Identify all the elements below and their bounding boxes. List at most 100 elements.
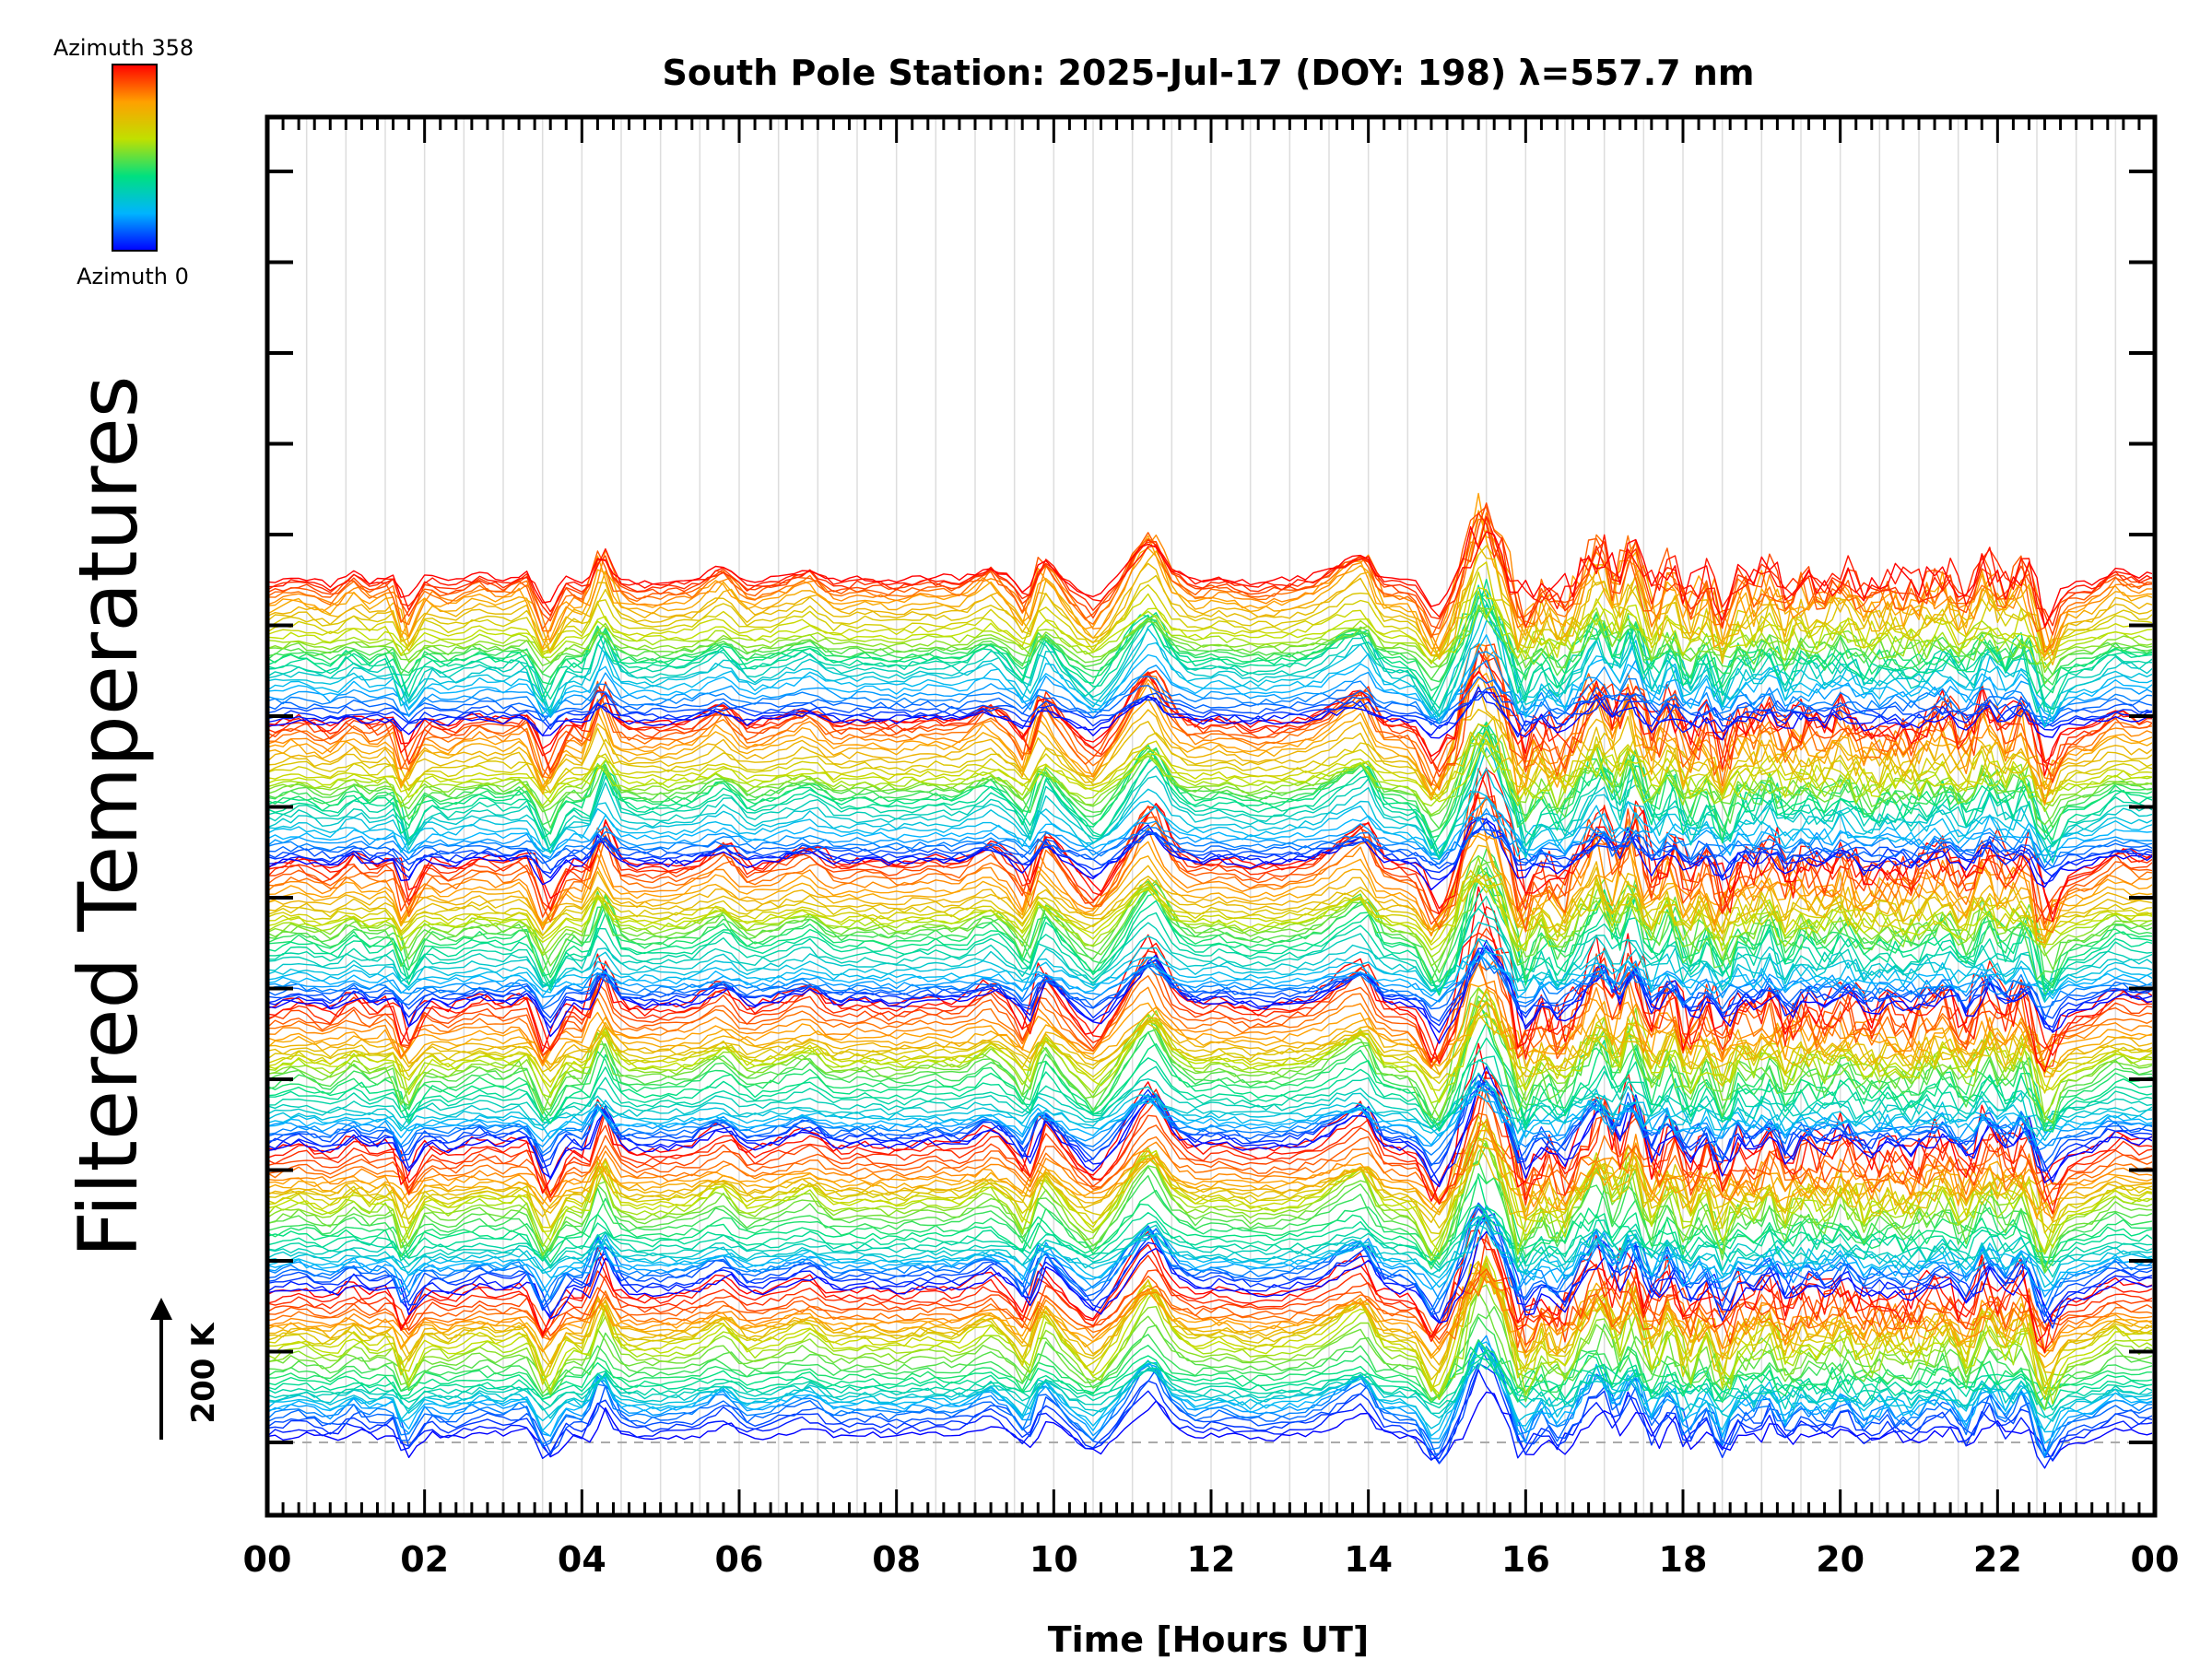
temperature-trace — [266, 578, 2152, 710]
temperature-trace — [266, 768, 2152, 923]
temperature-trace — [266, 1175, 2152, 1266]
temperature-trace — [266, 945, 2152, 1029]
temperature-trace — [266, 990, 2152, 1103]
temperature-trace — [266, 844, 2152, 942]
temperature-trace — [266, 962, 2152, 1067]
temperature-trace — [266, 947, 2152, 1033]
temperature-trace — [266, 1262, 2152, 1358]
temperature-trace — [266, 1267, 2152, 1369]
temperature-trace — [266, 932, 2152, 1063]
temperature-trace — [266, 1258, 2152, 1374]
x-tick-label: 12 — [1187, 1539, 1236, 1580]
temperature-trace — [266, 561, 2152, 662]
temperature-trace — [266, 586, 2152, 661]
colorbar-legend: Azimuth 358 Azimuth 0 — [53, 35, 194, 289]
colorbar — [112, 64, 158, 252]
temperature-trace — [266, 676, 2152, 725]
temperature-trace — [266, 1055, 2152, 1132]
temperature-trace — [266, 1042, 2152, 1202]
temperature-trace — [266, 854, 2152, 982]
chart-title: South Pole Station: 2025-Jul-17 (DOY: 19… — [663, 53, 1755, 93]
temperature-trace — [266, 832, 2152, 937]
temperature-trace — [266, 651, 2152, 725]
temperature-trace — [266, 1284, 2152, 1401]
temperature-trace — [266, 643, 2152, 804]
x-tick-labels: 00 02 04 06 08 10 12 14 16 18 20 22 00 — [243, 1539, 2180, 1580]
scale-bar-arrowhead — [150, 1298, 172, 1320]
temperature-trace — [266, 1218, 2152, 1324]
temperature-trace — [266, 686, 2152, 728]
temperature-trace — [266, 1344, 2152, 1431]
temperature-trace — [266, 1229, 2152, 1354]
temperature-trace — [266, 620, 2152, 722]
x-tick-label: 22 — [1973, 1539, 2022, 1580]
temperature-trace — [266, 986, 2152, 1124]
temperature-trace — [266, 1083, 2152, 1139]
temperature-trace — [266, 1346, 2152, 1465]
temperature-trace — [266, 1204, 2152, 1269]
temperature-trace — [266, 1369, 2152, 1469]
temperature-trace — [266, 1340, 2152, 1437]
temperature-trace — [266, 1207, 2152, 1318]
temperature-trace — [266, 743, 2152, 826]
temperature-trace — [266, 1202, 2152, 1317]
temperature-trace — [266, 1215, 2152, 1269]
temperature-trace — [266, 1000, 2152, 1129]
temperature-trace — [266, 545, 2152, 665]
temperature-trace — [266, 738, 2152, 804]
temperature-trace — [266, 510, 2152, 650]
temperature-trace — [266, 512, 2152, 628]
temperature-trace — [266, 690, 2152, 733]
temperature-trace — [266, 1236, 2152, 1351]
temperature-trace — [266, 1080, 2152, 1167]
temperature-trace — [266, 492, 2152, 658]
x-tick-label: 06 — [715, 1539, 764, 1580]
temperature-trace — [266, 590, 2152, 665]
temperature-trace — [266, 1233, 2152, 1346]
temperature-trace — [266, 927, 2152, 1068]
x-tick-label: 20 — [1816, 1539, 1865, 1580]
temperature-trace — [266, 1120, 2152, 1219]
temperature-trace — [266, 1122, 2152, 1235]
temperature-trace — [266, 995, 2152, 1124]
temperature-trace — [266, 650, 2152, 773]
temperature-trace — [266, 1346, 2152, 1404]
temperature-trace — [266, 955, 2152, 1069]
temperature-trace — [266, 530, 2152, 665]
temperature-trace — [266, 835, 2152, 944]
scale-bar-label: 200 K — [185, 1322, 222, 1424]
temperature-trace — [266, 812, 2152, 868]
x-tick-label: 04 — [558, 1539, 606, 1580]
temperature-trace — [266, 660, 2152, 722]
temperature-trace — [266, 1013, 2152, 1077]
temperature-trace — [266, 1080, 2152, 1188]
temperature-trace — [266, 1291, 2152, 1411]
temperature-trace — [266, 908, 2152, 1001]
temperature-trace — [266, 869, 2152, 941]
temperature-trace — [266, 1215, 2152, 1292]
temperature-trace — [266, 643, 2152, 783]
temperature-trace — [266, 865, 2152, 967]
x-tick-label: 10 — [1030, 1539, 1078, 1580]
temperature-trace — [266, 1065, 2152, 1184]
temperature-trace — [266, 816, 2152, 868]
temperature-trace — [266, 1268, 2152, 1348]
x-tick-label: 00 — [2131, 1539, 2180, 1580]
temperature-trace — [266, 988, 2152, 1115]
temperature-trace — [266, 721, 2152, 843]
temperature-trace — [266, 1218, 2152, 1288]
temperature-trace — [266, 1037, 2152, 1133]
temperature-trace — [267, 895, 2152, 994]
temperature-trace — [266, 1255, 2152, 1395]
temperature-trace — [266, 686, 2152, 738]
x-tick-label: 14 — [1344, 1539, 1393, 1580]
temperature-traces — [266, 492, 2152, 1469]
temperature-trace — [266, 1059, 2152, 1132]
temperature-trace — [266, 1088, 2152, 1206]
temperature-trace — [266, 883, 2152, 996]
temperature-trace — [266, 606, 2152, 728]
temperature-trace — [266, 732, 2152, 802]
temperature-trace — [266, 734, 2152, 816]
temperature-trace — [266, 872, 2152, 995]
